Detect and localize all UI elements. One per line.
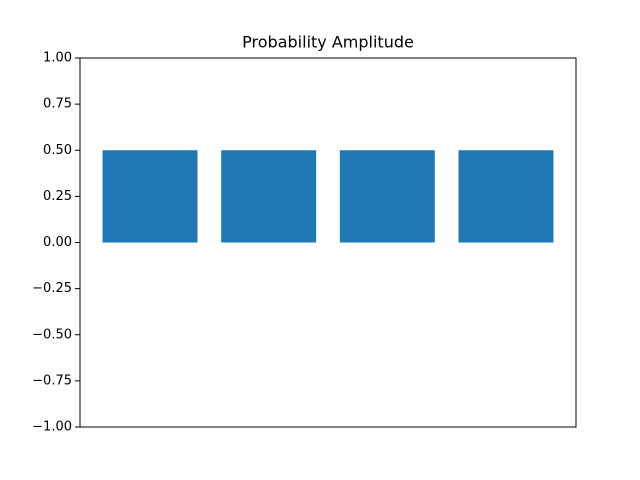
y-tick-label: −0.25 (32, 281, 72, 296)
plot-frame (79, 57, 577, 428)
bar (339, 150, 435, 243)
y-tick-label: 0.75 (43, 97, 72, 112)
y-tick-label: −0.75 (32, 373, 72, 388)
bar (102, 150, 198, 243)
y-tick-label: 0.00 (43, 235, 72, 250)
chart-title: Probability Amplitude (242, 33, 414, 52)
y-tick-label: 0.25 (43, 189, 72, 204)
bar (221, 150, 317, 243)
y-tick-label: −1.00 (32, 420, 72, 435)
y-tick-label: 0.50 (43, 143, 72, 158)
bar (458, 150, 554, 243)
y-tick-label: −0.50 (32, 327, 72, 342)
y-tick-label: 1.00 (43, 51, 72, 66)
